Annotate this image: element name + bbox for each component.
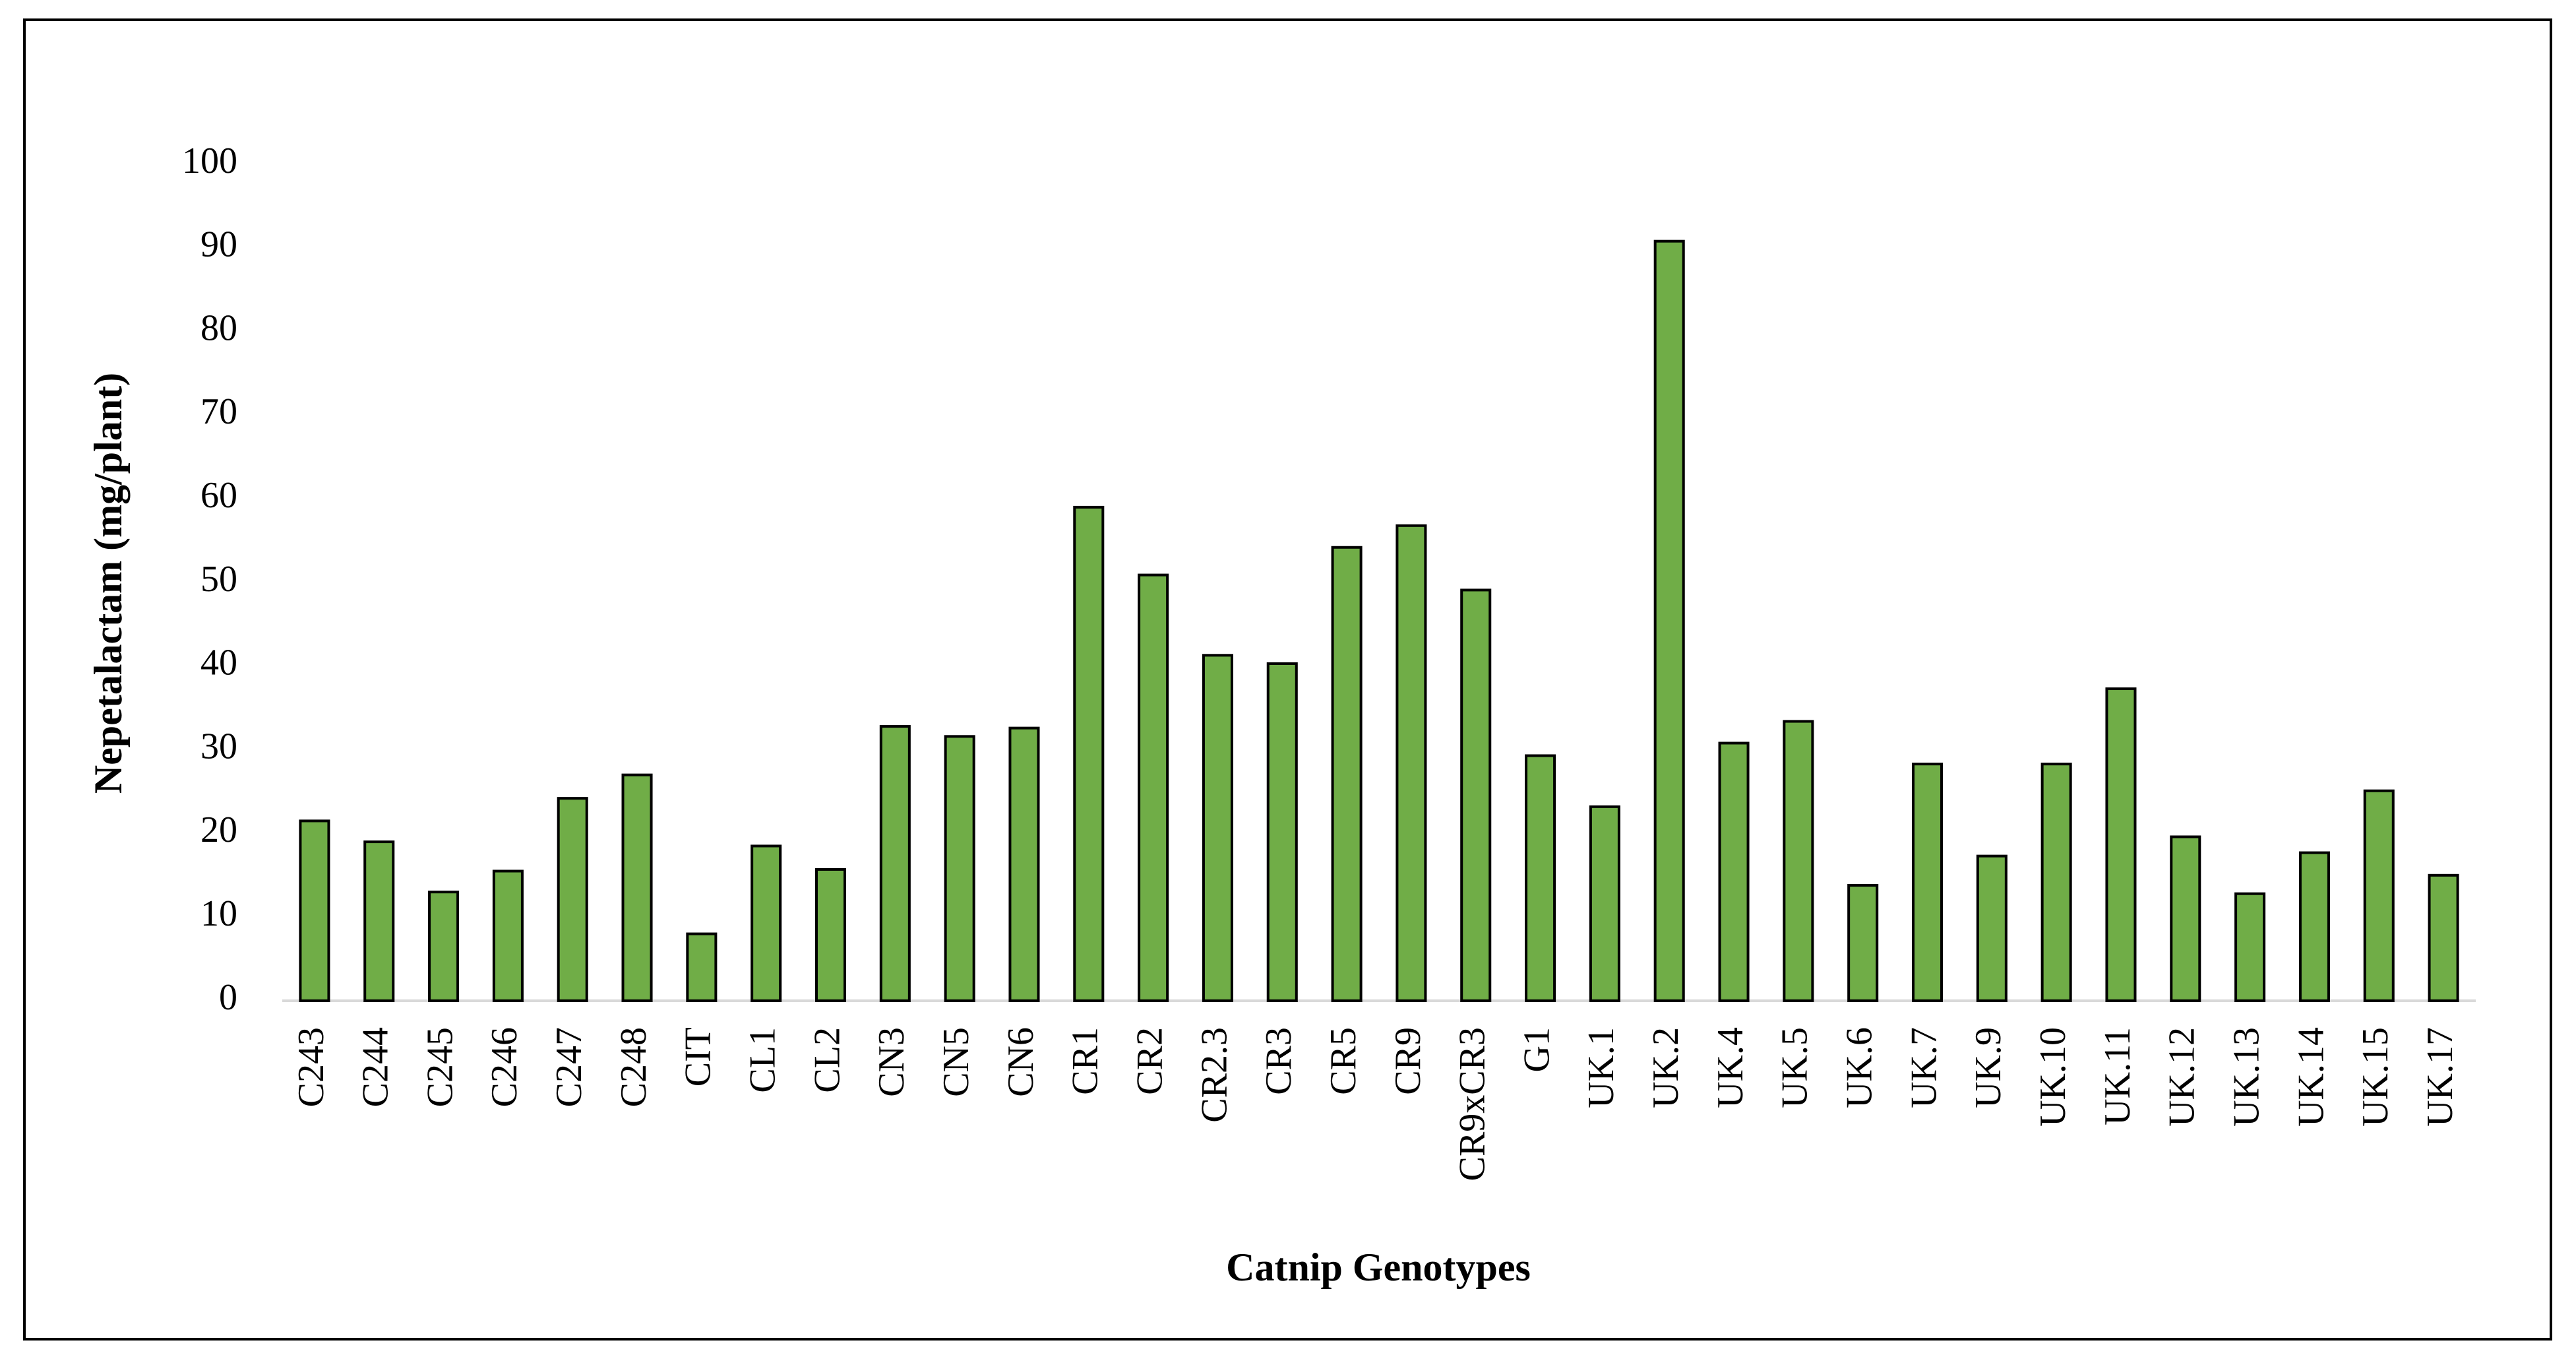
bar [1589, 805, 1620, 1002]
y-axis-title: Nepetalactam (mg/plant) [86, 373, 130, 794]
bar [299, 819, 330, 1002]
y-tick-label: 80 [200, 307, 237, 348]
x-tick-label: UK.17 [2420, 1027, 2461, 1127]
x-tick-label: UK.13 [2226, 1027, 2267, 1127]
x-tick-label: C245 [419, 1027, 460, 1107]
x-tick-label: UK.9 [1968, 1027, 2009, 1108]
bar [1653, 239, 1685, 1002]
bar [1138, 573, 1169, 1002]
bar [879, 725, 911, 1002]
bar [1395, 524, 1427, 1002]
x-tick-label: CN3 [871, 1027, 912, 1097]
bar [1202, 654, 1233, 1002]
bar [1073, 505, 1105, 1002]
x-tick-label: UK.12 [2162, 1027, 2203, 1127]
x-tick-label: C247 [549, 1027, 590, 1107]
x-tick-label: UK.11 [2097, 1027, 2138, 1125]
bar [621, 773, 653, 1002]
bar [1266, 662, 1298, 1002]
x-tick-label: CR5 [1323, 1027, 1364, 1095]
x-tick-label: CR2.3 [1194, 1027, 1235, 1123]
bar [1525, 754, 1556, 1002]
bar [1718, 742, 1750, 1003]
y-tick-label: 100 [182, 141, 237, 181]
y-tick-label: 30 [200, 726, 237, 767]
x-tick-label: CR9 [1388, 1027, 1428, 1095]
bar [2105, 687, 2137, 1002]
x-tick-label: UK.4 [1710, 1027, 1751, 1108]
bar [944, 735, 975, 1002]
x-tick-label: UK.10 [2033, 1027, 2073, 1127]
bar [1847, 884, 1879, 1002]
frame [23, 18, 2552, 1341]
x-tick-label: CL1 [743, 1027, 783, 1093]
bar [2170, 835, 2201, 1003]
x-tick-label: CN6 [1000, 1027, 1041, 1097]
x-tick-label: CR3 [1258, 1027, 1299, 1095]
x-tick-label: C248 [613, 1027, 654, 1107]
x-tick-label: UK.15 [2355, 1027, 2396, 1127]
x-tick-label: C246 [484, 1027, 525, 1107]
bar [2428, 873, 2459, 1003]
x-tick-label: UK.1 [1581, 1027, 1622, 1108]
y-tick-label: 50 [200, 559, 237, 600]
bar [1976, 854, 2008, 1002]
bar [1783, 720, 1814, 1003]
y-tick-label: 60 [200, 475, 237, 516]
x-tick-label: CR9xCR3 [1452, 1027, 1493, 1181]
x-tick-label: UK.5 [1775, 1027, 1816, 1108]
x-tick-label: UK.7 [1903, 1027, 1944, 1108]
bar [557, 797, 588, 1003]
x-tick-label: UK.14 [2290, 1027, 2331, 1127]
y-tick-label: 10 [200, 893, 237, 934]
bar [751, 844, 782, 1003]
bar [814, 868, 847, 1002]
bar [1460, 588, 1492, 1002]
x-tick-label: CR1 [1065, 1027, 1106, 1095]
x-tick-label: CL2 [807, 1027, 847, 1093]
y-tick-label: 90 [200, 224, 237, 265]
x-tick-label: C244 [355, 1027, 396, 1107]
x-tick-label: CR2 [1129, 1027, 1170, 1095]
bar [428, 891, 460, 1003]
y-tick-label: 0 [219, 977, 237, 1018]
y-tick-label: 20 [200, 809, 237, 850]
y-tick-label: 40 [200, 643, 237, 683]
bar [2234, 892, 2266, 1003]
x-axis-title: Catnip Genotypes [1226, 1246, 1531, 1289]
x-tick-label: G1 [1516, 1027, 1557, 1072]
bar [1911, 763, 1944, 1002]
x-tick-label: CN5 [936, 1027, 977, 1097]
bar [2040, 763, 2072, 1002]
bar [2298, 851, 2330, 1002]
bar [1008, 726, 1040, 1002]
bar [2363, 789, 2395, 1003]
bar [686, 932, 718, 1003]
bar [1331, 546, 1363, 1002]
bar [492, 869, 524, 1002]
bar [363, 840, 395, 1002]
x-tick-label: CIT [678, 1027, 719, 1087]
y-tick-label: 70 [200, 391, 237, 432]
x-tick-label: UK.6 [1839, 1027, 1880, 1108]
x-tick-label: C243 [291, 1027, 332, 1107]
x-tick-label: UK.2 [1645, 1027, 1686, 1108]
